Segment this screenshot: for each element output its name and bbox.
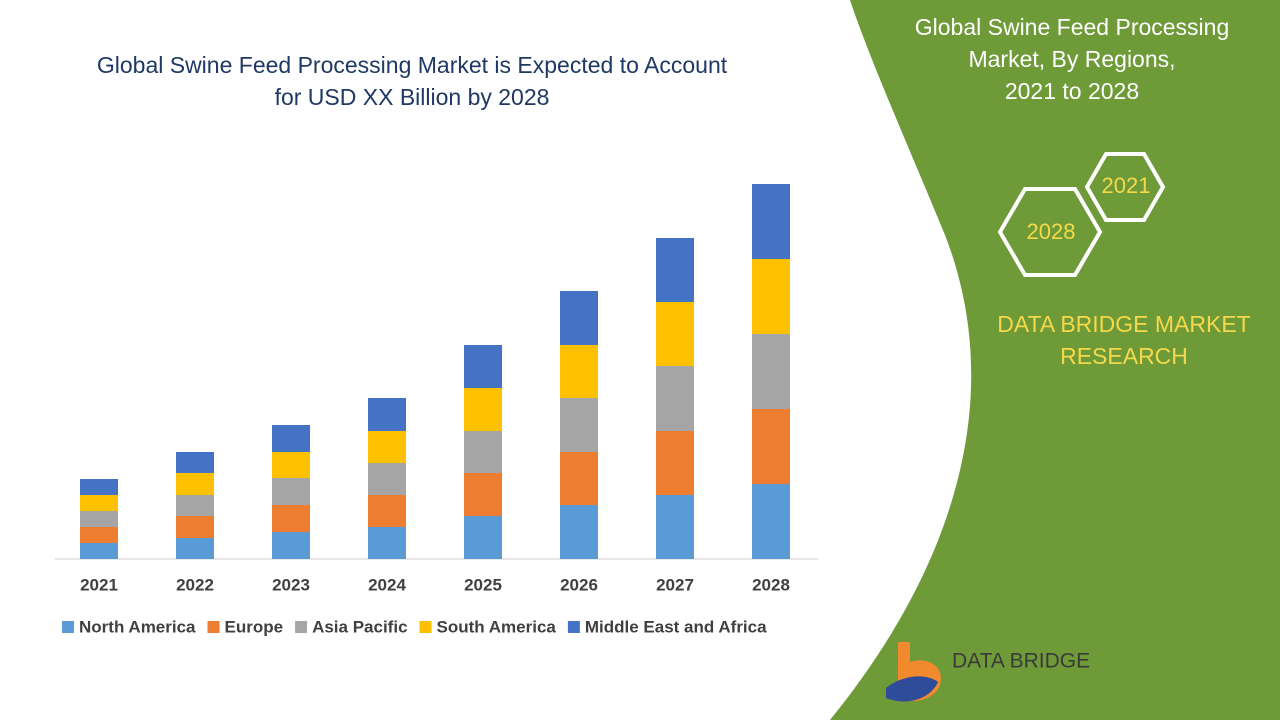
legend-label: Europe <box>225 617 284 636</box>
bar-segment <box>464 473 502 516</box>
x-tick-label: 2024 <box>368 575 406 594</box>
bar-segment <box>368 463 406 495</box>
panel-title: Market, By Regions, <box>968 46 1175 72</box>
bar-segment <box>464 345 502 388</box>
hexagon-label: 2021 <box>1102 173 1151 198</box>
bar-segment <box>752 484 790 559</box>
legend-label: Middle East and Africa <box>585 617 767 636</box>
legend-swatch <box>419 621 432 633</box>
bar-segment <box>656 495 694 559</box>
bar-segment <box>560 398 598 452</box>
x-tick-label: 2021 <box>80 575 118 594</box>
brand-text: DATA BRIDGE MARKET <box>997 311 1250 337</box>
bar-segment <box>560 452 598 505</box>
brand-text: RESEARCH <box>1060 343 1188 369</box>
bar-segment <box>176 516 214 538</box>
bar-segment <box>560 291 598 345</box>
bar-segment <box>464 516 502 559</box>
x-tick-label: 2026 <box>560 575 598 594</box>
bar-segment <box>368 398 406 431</box>
legend-label: Asia Pacific <box>312 617 407 636</box>
logo-mark <box>886 676 938 702</box>
bar-segment <box>464 388 502 431</box>
chart-title: Global Swine Feed Processing Market is E… <box>97 52 728 78</box>
legend-swatch <box>295 621 308 633</box>
legend-swatch <box>207 621 220 633</box>
panel-title: Global Swine Feed Processing <box>915 14 1230 40</box>
bar-segment <box>176 473 214 495</box>
x-tick-label: 2023 <box>272 575 310 594</box>
bar-segment <box>656 366 694 431</box>
x-tick-label: 2025 <box>464 575 502 594</box>
bar-segment <box>272 532 310 559</box>
legend-label: North America <box>79 617 196 636</box>
chart-title: for USD XX Billion by 2028 <box>275 84 550 110</box>
bar-segment <box>560 505 598 559</box>
bar-segment <box>368 431 406 463</box>
bar-segment <box>656 431 694 495</box>
bar-segment <box>752 184 790 259</box>
bar-segment <box>752 334 790 409</box>
legend-swatch <box>567 621 580 633</box>
hexagon <box>997 187 1103 277</box>
x-tick-label: 2022 <box>176 575 214 594</box>
bar-segment <box>80 495 118 511</box>
bar-segment <box>368 527 406 559</box>
hexagon <box>1084 152 1166 222</box>
bar-segment <box>752 409 790 484</box>
bar-segment <box>80 479 118 495</box>
bar-segment <box>272 478 310 505</box>
bar-segment <box>656 238 694 302</box>
bar-segment <box>656 302 694 366</box>
bar-segment <box>272 425 310 452</box>
bar-segment <box>80 543 118 559</box>
bar-segment <box>176 452 214 473</box>
bar-segment <box>464 431 502 473</box>
bar-segment <box>272 452 310 478</box>
bar-segment <box>560 345 598 398</box>
bar-segment <box>752 259 790 334</box>
hexagon-label: 2028 <box>1027 219 1076 244</box>
legend-label: South America <box>437 617 557 636</box>
x-tick-label: 2027 <box>656 575 694 594</box>
green-panel <box>830 0 1280 720</box>
bar-segment <box>80 511 118 527</box>
logo-text: DATA BRIDGE <box>952 650 1090 673</box>
legend-swatch <box>62 621 74 633</box>
logo: DATA BRIDGE <box>886 642 1090 702</box>
bar-segment <box>368 495 406 527</box>
bar-segment <box>80 527 118 543</box>
bar-segment <box>176 538 214 559</box>
bar-segment <box>272 505 310 532</box>
panel-title: 2021 to 2028 <box>1005 78 1139 104</box>
x-tick-label: 2028 <box>752 575 790 594</box>
bar-segment <box>176 495 214 516</box>
